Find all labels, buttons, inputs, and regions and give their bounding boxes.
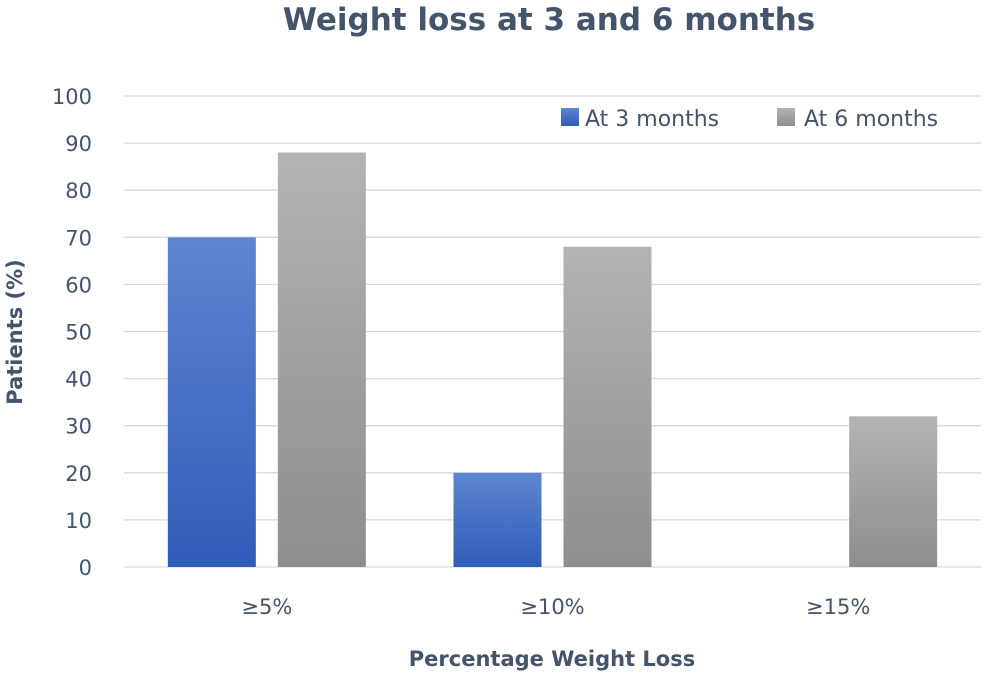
x-tick-label: ≥15% bbox=[806, 595, 870, 619]
x-tick-label: ≥10% bbox=[520, 595, 584, 619]
y-axis-ticks: 0 10 20 30 40 50 60 70 80 90 100 bbox=[52, 85, 92, 580]
chart-title: Weight loss at 3 and 6 months bbox=[283, 2, 815, 38]
gridlines bbox=[124, 95, 981, 568]
y-tick-label: 30 bbox=[65, 415, 92, 439]
legend-label-3-months: At 3 months bbox=[585, 107, 719, 132]
x-axis-title: Percentage Weight Loss bbox=[409, 647, 695, 671]
x-axis-ticks: ≥5% ≥10% ≥15% bbox=[241, 595, 870, 619]
y-tick-label: 40 bbox=[65, 368, 92, 392]
y-tick-label: 80 bbox=[65, 179, 92, 203]
bars bbox=[167, 152, 938, 568]
legend-swatch-3-months bbox=[561, 108, 579, 126]
bar-6-months-2 bbox=[849, 416, 938, 567]
legend-label-6-months: At 6 months bbox=[804, 107, 938, 132]
legend-item-3-months: At 3 months bbox=[561, 107, 719, 132]
legend-item-6-months: At 6 months bbox=[777, 107, 938, 132]
y-tick-label: 10 bbox=[65, 509, 92, 533]
y-tick-label: 100 bbox=[52, 85, 92, 109]
y-tick-label: 20 bbox=[65, 462, 92, 486]
x-tick-label: ≥5% bbox=[241, 595, 292, 619]
y-tick-label: 70 bbox=[65, 226, 92, 250]
bar-6-months-0 bbox=[277, 152, 366, 567]
y-axis-title: Patients (%) bbox=[3, 259, 27, 405]
bar-3-months-0 bbox=[167, 237, 256, 568]
bar-6-months-1 bbox=[563, 246, 652, 567]
y-tick-label: 90 bbox=[65, 132, 92, 156]
y-tick-label: 50 bbox=[65, 321, 92, 345]
legend: At 3 months At 6 months bbox=[561, 107, 938, 132]
legend-swatch-6-months bbox=[777, 108, 795, 126]
bar-3-months-1 bbox=[453, 472, 542, 567]
y-tick-label: 0 bbox=[79, 556, 92, 580]
y-tick-label: 60 bbox=[65, 273, 92, 297]
